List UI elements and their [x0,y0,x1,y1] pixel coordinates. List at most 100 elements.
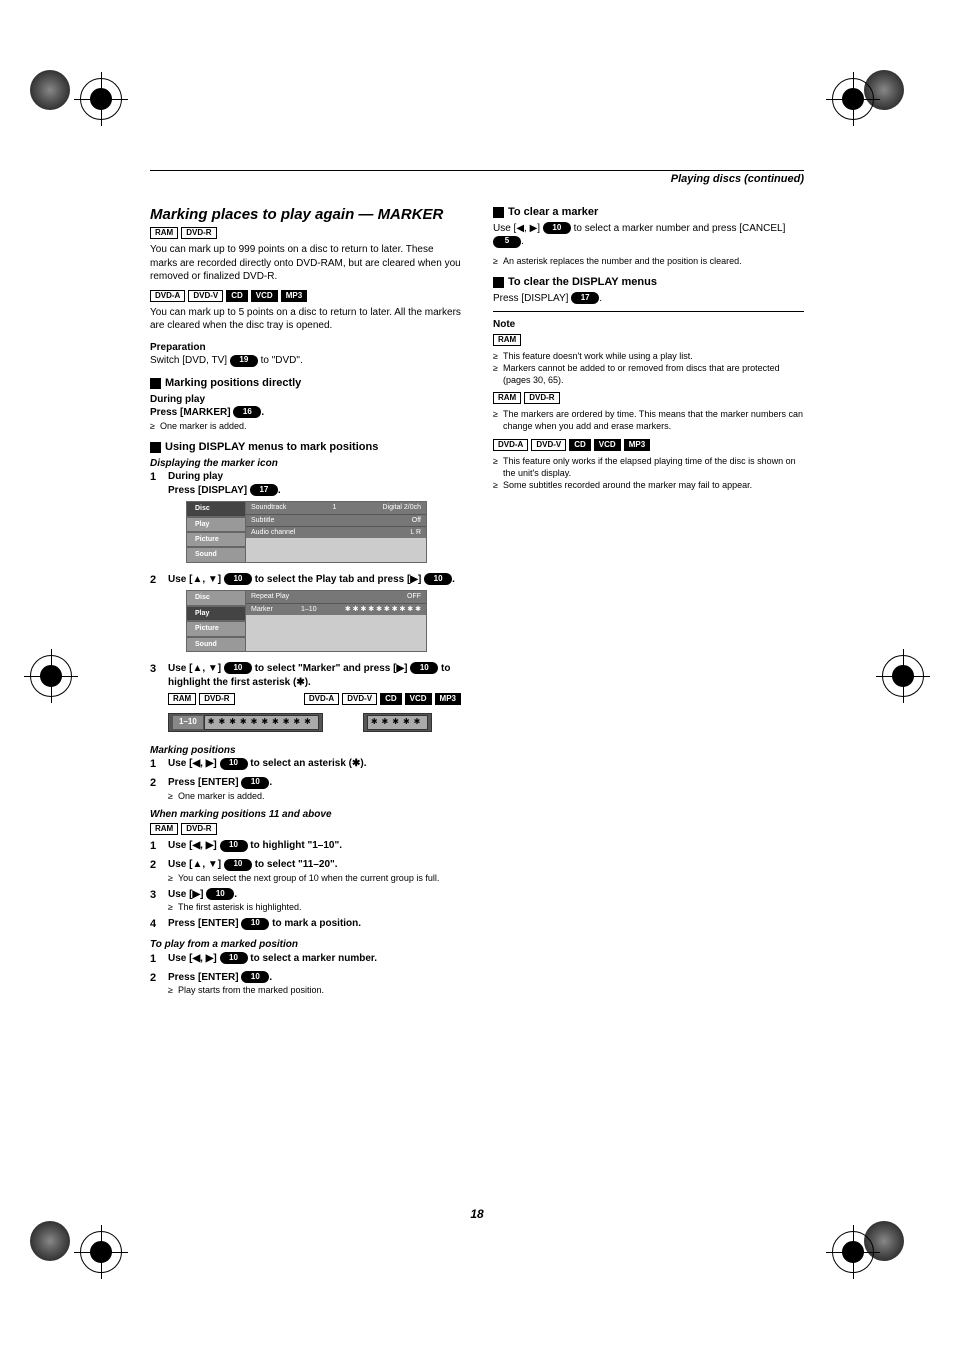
badge-dvdv: DVD-V [342,693,377,705]
marker-strip-cells: ✱✱✱✱✱ [367,715,429,730]
wm1-b: to highlight "1–10". [250,840,342,851]
badge-ram: RAM [493,392,521,404]
badge-dvdv: DVD-V [531,439,566,451]
to-play-h: To play from a marked position [150,938,461,952]
osd-cell: Subtitle [251,516,274,525]
step1-l2: Press [DISPLAY] 17. [168,484,461,498]
remote-key-17: 17 [571,292,599,304]
remote-key-16: 16 [233,406,261,418]
wm-step2: Use [▲, ▼] 10 to select "11–20". [168,858,461,872]
wm3-b: . [234,889,237,900]
sec1-line1: During play [150,393,461,407]
osd-tab: Sound [186,637,245,652]
tp1-b: to select a marker number. [250,953,377,964]
badge-mp3: MP3 [435,693,461,705]
remote-key-10: 10 [220,952,248,964]
osd-cell: Off [412,516,421,525]
remote-key-17: 17 [250,484,278,496]
step2-a: Use [▲, ▼] [168,574,224,585]
badge-row-3a: RAM DVD-R [168,693,235,705]
mp-step1: Use [◀, ▶] 10 to select an asterisk (✱). [168,757,461,772]
mp2-bullet: One marker is added. [168,790,461,802]
intro-p1: You can mark up to 999 points on a disc … [150,243,461,284]
tp-step1: Use [◀, ▶] 10 to select a marker number. [168,952,461,967]
clear-display-h-text: To clear the DISPLAY menus [508,275,657,290]
sec1-line2-a: Press [MARKER] [150,407,233,418]
step3: Use [▲, ▼] 10 to select "Marker" and pre… [168,662,461,689]
reg-mark-tr [832,78,874,120]
badge-mp3: MP3 [281,290,307,302]
badge-ram: RAM [168,693,196,705]
osd-cell: OFF [407,592,421,601]
wm-step4: Press [ENTER] 10 to mark a position. [168,917,461,932]
note5: Some subtitles recorded around the marke… [493,479,804,491]
clear-marker-text: Use [◀, ▶] 10 to select a marker number … [493,222,804,249]
step2: Use [▲, ▼] 10 to select the Play tab and… [168,573,461,587]
badge-row-1: RAM DVD-R [150,227,461,239]
tp2-bullet: Play starts from the marked position. [168,984,461,996]
badge-dvdv: DVD-V [188,290,223,302]
remote-key-10: 10 [224,662,252,674]
badge-cd: CD [226,290,248,302]
mp1-a: Use [◀, ▶] [168,758,220,769]
left-column: Marking places to play again — MARKER RA… [150,205,461,1000]
step3-a: Use [▲, ▼] [168,663,224,674]
clrd-b: . [599,293,602,304]
step2-c: . [452,574,455,585]
remote-key-10: 10 [241,777,269,789]
badge-row-4: RAM DVD-R [150,823,461,835]
badge-dvda: DVD-A [493,439,528,451]
note3: The markers are ordered by time. This me… [493,408,804,432]
osd-cell: L R [410,528,421,537]
note-badge-1: RAM [493,334,804,346]
osd-tab: Disc [186,590,245,605]
remote-key-10: 10 [224,573,252,585]
clear-display-h: To clear the DISPLAY menus [493,275,804,290]
wm3-a: Use [▶] [168,889,206,900]
remote-key-10: 10 [410,662,438,674]
reg-mark-ml [30,655,72,697]
tp2-b: . [269,972,272,983]
wm4-b: to mark a position. [272,918,361,929]
block-square-icon [493,207,504,218]
intro-p2: You can mark up to 5 points on a disc to… [150,306,461,333]
remote-key-19: 19 [230,355,258,367]
wm2-b: to select "11–20". [255,859,338,870]
badge-row-3b: DVD-A DVD-V CD VCD MP3 [304,693,461,705]
osd-cell: ✱ ✱ ✱ ✱ ✱ ✱ ✱ ✱ ✱ ✱ [345,605,421,614]
sec2-heading-text: Using DISPLAY menus to mark positions [165,440,378,455]
remote-key-10: 10 [220,758,248,770]
mp-step2: Press [ENTER] 10. [168,776,461,790]
wm3-bullet: The first asterisk is highlighted. [168,901,461,913]
clr-b: to select a marker number and press [CAN… [574,223,786,234]
marker-strip-cells: ✱✱✱✱✱✱✱✱✱✱ [204,715,319,730]
divider [493,311,804,312]
mp2-a: Press [ENTER] [168,777,241,788]
reg-mark-bl [80,1231,122,1273]
osd-cell: 1–10 [301,605,317,614]
sec1-heading: Marking positions directly [150,376,461,391]
note1: This feature doesn't work while using a … [493,350,804,362]
clear-bullet: An asterisk replaces the number and the … [493,255,804,267]
osd-cell: Soundtrack [251,503,286,512]
badge-mp3: MP3 [624,439,650,451]
prep-text-a: Switch [DVD, TV] [150,355,230,366]
badge-dvdr: DVD-R [199,693,234,705]
step3-b: to select "Marker" and press [▶] [255,663,411,674]
note-heading: Note [493,318,804,332]
wm2-bullet: You can select the next group of 10 when… [168,872,461,884]
note-badge-3: DVD-A DVD-V CD VCD MP3 [493,439,804,451]
remote-key-10: 10 [224,859,252,871]
badge-row-2: DVD-A DVD-V CD VCD MP3 [150,290,461,302]
step1-l2-a: Press [DISPLAY] [168,485,250,496]
sec2-heading: Using DISPLAY menus to mark positions [150,440,461,455]
step2-b: to select the Play tab and press [▶] [255,574,424,585]
wm-step1: Use [◀, ▶] 10 to highlight "1–10". [168,839,461,854]
step1-l2-b: . [278,485,281,496]
step1-l1: During play [168,470,461,484]
remote-key-10: 10 [424,573,452,585]
osd-tab: Picture [186,532,245,547]
badge-cd: CD [380,693,402,705]
wm2-a: Use [▲, ▼] [168,859,224,870]
sec1-heading-text: Marking positions directly [165,376,301,391]
